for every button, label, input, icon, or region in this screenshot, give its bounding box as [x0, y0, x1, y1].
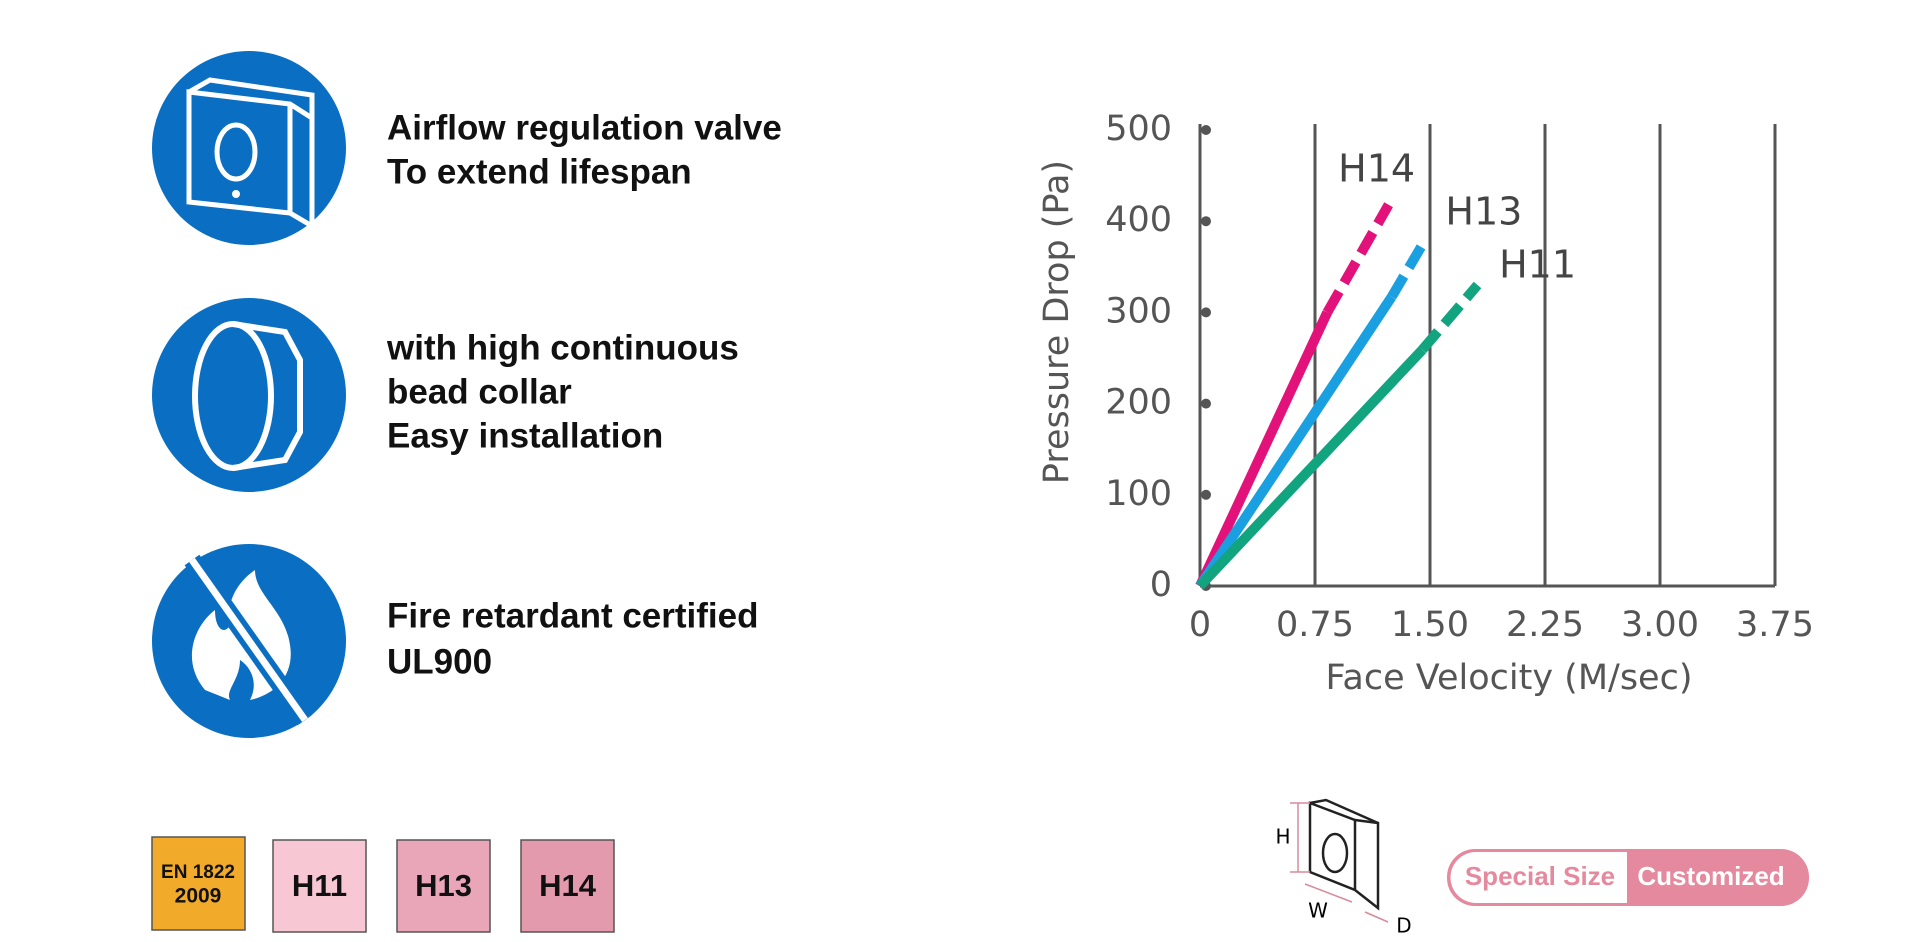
size-pill-left [1450, 852, 1627, 903]
series-line [1195, 294, 1396, 589]
series-line [1322, 202, 1393, 315]
x-tick-label: 3.00 [1621, 605, 1699, 645]
y-tick-mark [1201, 125, 1211, 135]
grade-text: H13 [415, 868, 472, 903]
y-tick-label: 200 [1105, 383, 1172, 423]
y-tick-label: 100 [1105, 474, 1172, 514]
icon-fire [152, 544, 346, 738]
feature-text: bead collar [387, 372, 572, 411]
grade-text: H14 [539, 868, 597, 903]
feature-list: Airflow regulation valve To extend lifesp… [386, 108, 782, 681]
y-tick-mark [1201, 398, 1211, 409]
y-tick-label: 300 [1105, 291, 1172, 331]
y-tick-mark [1201, 216, 1211, 227]
x-tick-label: 2.25 [1506, 605, 1584, 645]
feature-text: Fire retardant certified [387, 596, 759, 635]
grade-text: H11 [292, 868, 347, 903]
x-tick-label: 0.75 [1276, 605, 1354, 645]
feature-text: Airflow regulation valve [387, 108, 782, 147]
feature-text: Easy installation [387, 416, 663, 455]
y-tick-mark [1201, 489, 1211, 500]
y-tick-mark [1201, 307, 1211, 318]
grade-badge [272, 839, 367, 933]
icon-valve [152, 51, 346, 245]
dimension-label: D [1396, 914, 1411, 938]
dimension-label: H [1275, 825, 1290, 849]
grade-badge [520, 839, 615, 933]
series-line [1195, 310, 1332, 589]
size-option: Special Size [1465, 861, 1615, 891]
feature-text: To extend lifespan [387, 152, 692, 191]
y-tick-label: 400 [1105, 200, 1172, 240]
y-axis-title: Pressure Drop (Pa) [1037, 160, 1077, 484]
standard-badge [151, 836, 246, 931]
series-label: H13 [1445, 190, 1522, 234]
dimension-label: W [1308, 899, 1328, 923]
x-tick-label: 1.50 [1391, 605, 1469, 645]
series-line [1387, 239, 1429, 300]
x-tick-label: 3.75 [1736, 605, 1814, 645]
grade-badges: H11 H13 H14 [272, 839, 615, 933]
series-line [1418, 281, 1482, 354]
feature-text: with high continuous [386, 328, 739, 367]
dimension-diagram [1290, 798, 1389, 923]
badge-text: 2009 [175, 885, 222, 908]
series-line [1196, 346, 1426, 590]
size-option: Customized [1637, 861, 1784, 891]
y-tick-label: 0 [1150, 565, 1172, 605]
series-label: H14 [1338, 146, 1415, 190]
y-tick-label: 500 [1105, 109, 1172, 149]
grade-badge [396, 839, 491, 933]
feature-text: UL900 [387, 642, 492, 681]
icon-collar [152, 298, 346, 492]
x-tick-label: 0 [1189, 605, 1211, 645]
badge-text: EN 1822 [161, 862, 235, 883]
series-label: H11 [1499, 243, 1576, 287]
x-axis-title: Face Velocity (M/sec) [1325, 658, 1692, 698]
chart: Face Velocity (M/sec) Pressure Drop (Pa)… [1037, 109, 1814, 698]
